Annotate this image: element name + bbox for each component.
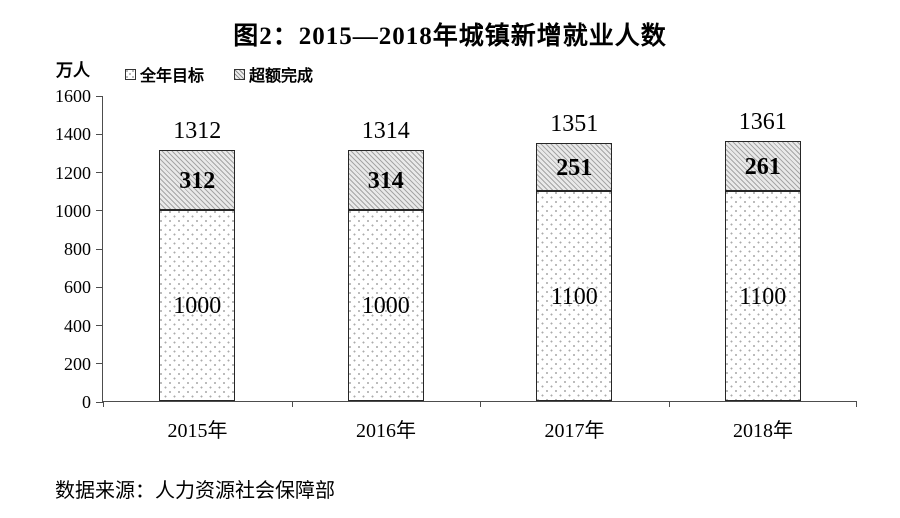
x-axis-category-label: 2017年 <box>544 420 605 442</box>
x-axis-category-label: 2015年 <box>167 420 228 442</box>
bar-total-label: 1361 <box>738 108 787 135</box>
legend-swatch-hatched-icon <box>234 68 246 80</box>
y-axis-tick-label: 400 <box>64 315 91 336</box>
legend-swatch-dotted-icon <box>125 68 136 80</box>
legend: 全年目标 超额完成 <box>125 62 313 86</box>
bar-excess-value: 312 <box>179 167 216 194</box>
bar-excess-value: 314 <box>367 167 404 194</box>
y-axis-tick-label: 0 <box>82 392 91 412</box>
bar-total-label: 1314 <box>361 117 410 144</box>
y-axis-tick-label: 1000 <box>55 200 91 221</box>
legend-label-excess: 超额完成 <box>249 68 314 85</box>
bar-excess-value: 251 <box>556 154 593 181</box>
y-axis-tick <box>96 286 103 288</box>
y-axis-unit-label: 万人 <box>56 61 90 80</box>
y-axis-tick-label: 1600 <box>55 86 91 106</box>
y-axis-tick <box>96 95 103 97</box>
bar-segment-target: 1000 <box>347 209 424 401</box>
y-axis-tick-label: 1400 <box>55 124 91 145</box>
bar-target-value: 1000 <box>361 293 410 320</box>
bar-segment-excess: 251 <box>536 142 613 191</box>
x-axis-tick <box>668 401 670 407</box>
bar-excess-value: 261 <box>744 153 781 180</box>
legend-label-target: 全年目标 <box>140 68 205 85</box>
plot-area: 0 200 400 600 800 1000 1200 1400 1600 2015年 2016年 2… <box>55 86 857 442</box>
bar-segment-excess: 261 <box>724 140 801 191</box>
bar-segment-target: 1000 <box>159 209 236 401</box>
chart-title: 图2：2015—2018年城镇新增就业人数 <box>233 23 667 50</box>
y-axis-tick-label: 1200 <box>55 162 91 183</box>
y-axis-tick-label: 600 <box>64 277 91 298</box>
bar-total-label: 1351 <box>550 110 599 137</box>
y-axis-tick-label: 200 <box>64 353 91 374</box>
bar-target-value: 1100 <box>739 283 787 310</box>
x-axis-category-label: 2016年 <box>356 420 416 442</box>
bar-segment-excess: 312 <box>159 150 236 210</box>
legend-item-excess: 超额完成 <box>234 62 313 86</box>
y-axis-tick <box>96 133 103 135</box>
y-axis-tick <box>96 172 103 173</box>
y-axis-tick <box>96 401 103 403</box>
data-source-note: 数据来源：人力资源社会保障部 <box>55 480 335 502</box>
y-axis-tick <box>96 363 103 365</box>
bar-total-label: 1312 <box>173 118 222 145</box>
bar-target-value: 1000 <box>173 293 222 320</box>
x-axis-category-label: 2018年 <box>733 420 793 442</box>
y-axis-tick <box>96 325 103 326</box>
legend-item-target: 全年目标 <box>125 62 204 86</box>
x-axis-tick <box>480 401 481 407</box>
x-axis-tick <box>103 401 104 407</box>
x-axis-tick <box>291 401 293 407</box>
bar-segment-target: 1100 <box>724 190 801 401</box>
bar-target-value: 1100 <box>550 283 598 310</box>
y-axis-tick <box>96 210 103 212</box>
y-axis-tick-label: 800 <box>64 239 91 259</box>
y-axis-tick <box>96 248 103 250</box>
x-axis-tick <box>856 401 857 407</box>
bar-segment-excess: 314 <box>347 149 424 210</box>
bar-segment-target: 1100 <box>536 190 613 401</box>
